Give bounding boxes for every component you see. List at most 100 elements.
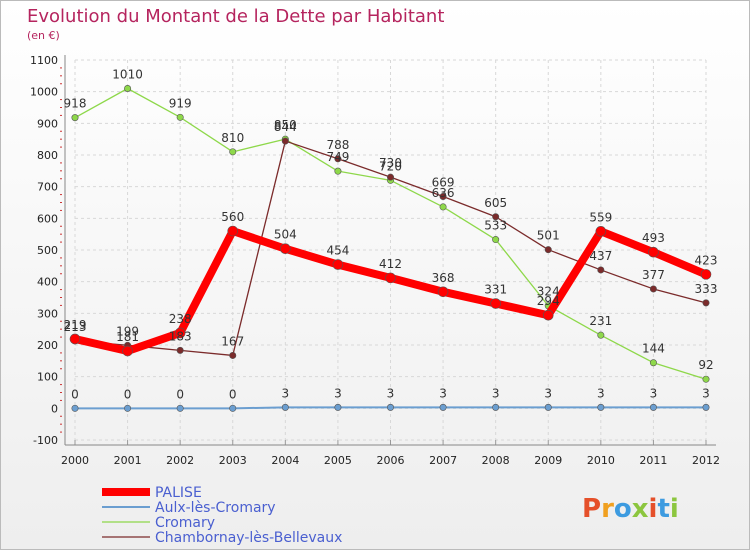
data-point — [334, 403, 342, 411]
data-point — [124, 404, 132, 412]
data-point — [439, 192, 447, 200]
data-label: 423 — [695, 253, 718, 267]
data-label: 504 — [274, 228, 297, 242]
legend: PALISEAulx-lès-CromaryCromaryChambornay-… — [102, 485, 342, 546]
data-label: 850 — [274, 118, 297, 132]
data-label: 810 — [221, 131, 244, 145]
data-point — [542, 309, 554, 321]
data-point — [437, 286, 449, 298]
y-tick-label: 100 — [37, 371, 58, 384]
data-point — [281, 137, 289, 145]
data-point — [176, 346, 184, 354]
legend-label: PALISE — [155, 485, 202, 501]
data-label: 844 — [274, 120, 297, 134]
data-label: 605 — [484, 196, 507, 210]
data-point — [334, 167, 342, 175]
data-point — [649, 403, 657, 411]
data-label: 181 — [116, 330, 139, 344]
y-tick-label: 800 — [37, 149, 58, 162]
data-label: 749 — [326, 150, 349, 164]
data-point — [176, 113, 184, 121]
data-label: 238 — [169, 312, 192, 326]
data-label: 636 — [432, 186, 455, 200]
data-point — [544, 403, 552, 411]
y-tick-label: 200 — [37, 339, 58, 352]
logo-letter: r — [601, 494, 614, 524]
data-label: 219 — [64, 318, 87, 332]
x-tick-label: 2012 — [692, 454, 720, 467]
x-tick-label: 2011 — [639, 454, 667, 467]
data-label: 294 — [537, 294, 560, 308]
data-point — [227, 225, 239, 237]
data-point — [122, 345, 133, 357]
data-point — [702, 299, 710, 307]
data-label: 213 — [64, 320, 87, 334]
data-point — [439, 203, 447, 211]
data-label: 0 — [71, 387, 79, 401]
data-point — [386, 403, 394, 411]
y-tick-label: 300 — [37, 307, 58, 320]
data-point — [69, 333, 81, 345]
data-point — [229, 351, 237, 359]
logo-letter: o — [614, 494, 632, 524]
data-point — [385, 272, 396, 284]
data-point — [649, 285, 657, 293]
data-label: 0 — [124, 387, 132, 401]
chart-subtitle: (en €) — [27, 29, 60, 42]
data-label: 92 — [698, 358, 713, 372]
data-point — [71, 114, 79, 122]
data-label: 437 — [589, 249, 612, 263]
data-point — [229, 148, 237, 156]
data-label: 0 — [176, 387, 184, 401]
data-label: 331 — [484, 283, 507, 297]
data-label: 368 — [432, 271, 455, 285]
data-point — [280, 243, 291, 255]
legend-label: Aulx-lès-Cromary — [155, 500, 276, 516]
data-label: 144 — [642, 342, 665, 356]
data-label: 3 — [492, 386, 500, 400]
y-tick-label: 400 — [37, 276, 58, 289]
data-label: 454 — [326, 244, 349, 258]
data-label: 167 — [221, 334, 244, 348]
x-tick-label: 2006 — [377, 454, 405, 467]
data-point — [595, 226, 607, 237]
x-tick-label: 2003 — [219, 454, 247, 467]
logo-letter: i — [670, 494, 679, 524]
data-labels: 0 0 0 0 3 3 3 3 3 3 3 3 3918101091981085074972063653… — [64, 68, 718, 402]
data-point — [174, 327, 186, 339]
data-label: 919 — [169, 96, 192, 110]
data-label: 501 — [537, 229, 560, 243]
data-point — [229, 404, 237, 412]
data-point — [332, 259, 344, 270]
series-1 — [71, 403, 710, 412]
series-0 — [69, 225, 712, 357]
data-label: 3 — [334, 386, 342, 400]
data-label: 3 — [702, 386, 710, 400]
data-label: 669 — [432, 175, 455, 189]
chart-title: Evolution du Montant de la Dette par Hab… — [27, 6, 444, 27]
x-tick-label: 2009 — [534, 454, 562, 467]
data-label: 3 — [282, 386, 290, 400]
data-point — [492, 213, 500, 221]
data-point — [334, 155, 342, 163]
data-label: 730 — [379, 156, 402, 170]
data-label: 533 — [484, 219, 507, 233]
y-tick-label: 900 — [37, 117, 58, 130]
x-tick-label: 2010 — [587, 454, 615, 467]
x-tick-label: 2005 — [324, 454, 352, 467]
y-tick-label: 1000 — [30, 86, 58, 99]
legend-label: Cromary — [155, 515, 215, 531]
data-point — [702, 403, 710, 411]
logo-letter: t — [657, 494, 669, 524]
data-point — [490, 298, 501, 309]
legend-label: Chambornay-lès-Bellevaux — [155, 530, 342, 546]
y-tick-label: -100 — [33, 434, 58, 447]
data-label: 231 — [589, 314, 612, 328]
data-point — [649, 359, 657, 367]
data-point — [597, 331, 605, 339]
data-label: 559 — [589, 210, 612, 224]
data-point — [281, 403, 289, 411]
data-label: 333 — [695, 282, 718, 296]
data-label: 199 — [116, 324, 139, 338]
